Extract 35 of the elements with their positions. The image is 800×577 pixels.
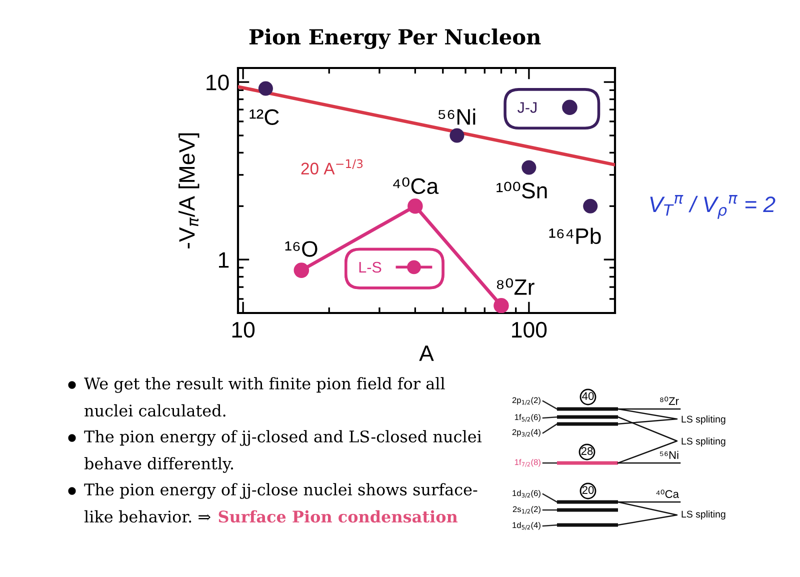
text: 28 (581, 447, 593, 455)
text: 40 (582, 392, 594, 400)
text: 1d$_{5/2}$(4) (512, 522, 540, 530)
text: 2s$_{1/2}$(2) (512, 506, 540, 514)
annotation: ⁵⁶Ni (438, 108, 476, 125)
text: LS spliting (682, 437, 726, 447)
text: 20 (582, 486, 594, 494)
text: 1f$_{7/2}$(8) (514, 459, 540, 467)
text: 20 A$^{−1/3}$ (301, 159, 363, 174)
text: ⁴⁰Ca (656, 490, 679, 498)
annotation: ⁸⁰Zr (496, 278, 534, 295)
legend-label: L-S (359, 262, 382, 273)
text: We get the result with finite pion field for all nuclei calculated. (84, 377, 445, 417)
text: V$_{T}$$^{π}$ / V$_{ρ}$$^{π}$ = 2 (650, 195, 776, 219)
text: 2p$_{1/2}$(2) (512, 397, 540, 405)
text: The pion energy of jj-close nuclei shows surface- like behavior. ⇒ Surface Pion condensation (84, 483, 478, 523)
annotation: ¹⁶O (285, 241, 318, 257)
text: ⁵⁶Ni (660, 450, 678, 459)
y-tick-label: 1 (219, 252, 229, 268)
text: ⁸⁰Zr (660, 396, 679, 405)
annotation: ⁴⁰Ca (393, 177, 439, 194)
text: 1f$_{5/2}$(6) (514, 414, 540, 422)
annotation: ¹⁰⁰Sn (496, 182, 547, 198)
text: 2p$_{3/2}$(4) (512, 429, 540, 437)
y-axis-title: -V$_{π}$/A [MeV] (178, 133, 200, 248)
annotation: ¹⁶⁴Pb (549, 228, 601, 244)
x-tick-label: 100 (512, 322, 547, 338)
x-axis-title: A (419, 346, 434, 361)
text: The pion energy of jj-closed and LS-closed nuclei behave differently. (84, 430, 482, 473)
text: LS spliting (682, 510, 726, 520)
chart-title: Pion Energy Per Nucleon (249, 28, 541, 50)
text: 1d$_{3/2}$(6) (512, 490, 540, 498)
text: LS spliting (682, 415, 726, 425)
legend-label: J-J (518, 102, 537, 113)
annotation: ¹²C (250, 109, 279, 126)
